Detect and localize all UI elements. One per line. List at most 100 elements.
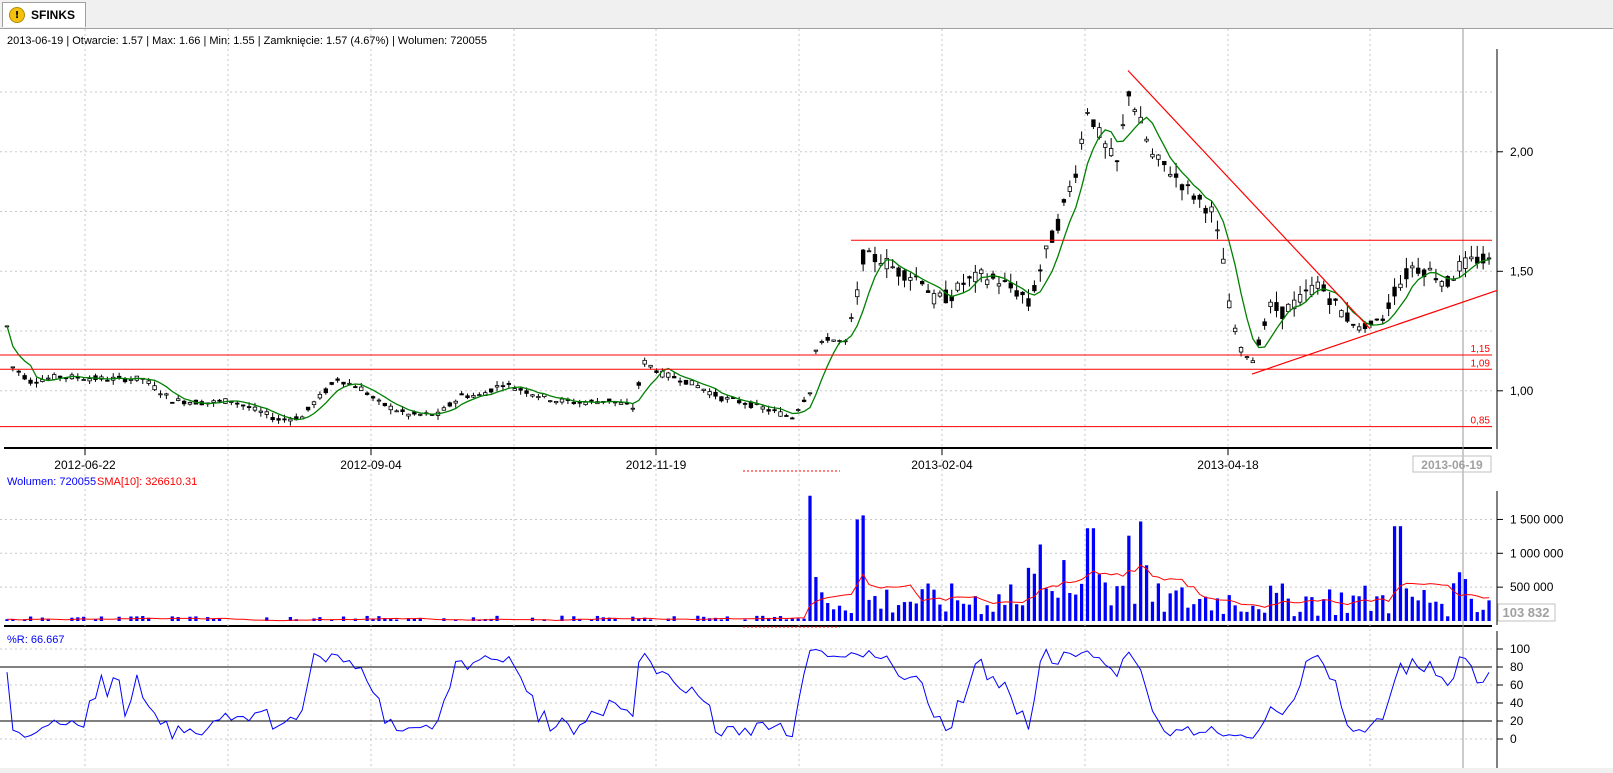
volume-bar (288, 617, 293, 621)
candle-body (707, 391, 712, 396)
candle-body (819, 341, 824, 343)
candle-body (1108, 148, 1114, 157)
volume-bar (5, 619, 9, 621)
volume-bar (1044, 588, 1048, 621)
volume-bar (896, 605, 901, 621)
volume-bar (1339, 592, 1344, 621)
candle-body (447, 402, 452, 407)
candle-body (459, 393, 464, 396)
candle-body (677, 380, 683, 383)
candle-body (1073, 173, 1078, 178)
level-label: 1,15 (1471, 344, 1491, 355)
candle-body (418, 413, 423, 416)
volume-bar (979, 614, 983, 621)
candle-body (1227, 300, 1232, 309)
williams-tick-label: 20 (1510, 714, 1524, 728)
candle-body (837, 340, 842, 342)
candle-body (1067, 186, 1072, 192)
volume-bar (495, 615, 499, 621)
volume-bar (1451, 583, 1456, 621)
candle-body (672, 376, 677, 379)
candle-body (347, 382, 352, 385)
volume-bar (572, 616, 576, 621)
candle-body (1262, 321, 1267, 326)
stock-chart[interactable]: 2013-06-19 | Otwarcie: 1.57 | Max: 1.66 … (0, 29, 1613, 768)
volume-bar (1180, 587, 1184, 621)
volume-bar (1304, 596, 1308, 621)
volume-bar (1487, 600, 1491, 621)
candle-body (1126, 91, 1132, 97)
volume-bar (1003, 604, 1007, 621)
volume-bar (1133, 603, 1137, 621)
candle-body (1380, 318, 1385, 321)
williams-tick-label: 80 (1510, 660, 1524, 674)
candle-body (931, 293, 937, 305)
volume-bar (1274, 592, 1279, 621)
volume-bar (784, 619, 789, 621)
volume-bar (1026, 567, 1031, 621)
volume-bar (1322, 599, 1326, 621)
candle-body (465, 395, 470, 399)
tab-sfinks[interactable]: ! SFINKS (2, 2, 87, 27)
x-cursor-box (1412, 455, 1492, 473)
candle-body (866, 250, 872, 253)
volume-bar (920, 589, 924, 621)
volume-bar (1127, 535, 1131, 621)
warning-icon: ! (9, 7, 25, 23)
volume-tick-label: 1 000 000 (1510, 546, 1564, 560)
volume-bar (885, 589, 889, 621)
volume-bar (147, 617, 151, 621)
candle-body (1333, 298, 1338, 301)
volume-bar (843, 610, 848, 621)
volume-bar (1434, 601, 1438, 621)
candle-body (246, 406, 252, 408)
volume-bar (1381, 595, 1385, 621)
candle-body (87, 378, 92, 382)
candle-body (335, 378, 340, 381)
volume-bar (330, 619, 334, 621)
candle-body (488, 388, 494, 393)
volume-bar (471, 617, 476, 621)
volume-bar (802, 618, 806, 621)
candle-body (1244, 356, 1250, 359)
candle-body (849, 317, 854, 320)
candle-body (518, 388, 523, 391)
candle-body (642, 359, 647, 365)
candle-body (589, 399, 594, 402)
volume-bar (648, 619, 653, 621)
moving-average-line (6, 116, 1490, 421)
volume-bar (1239, 611, 1243, 621)
volume-bar (371, 618, 375, 621)
chart-area[interactable]: 2013-06-19 | Otwarcie: 1.57 | Max: 1.66 … (0, 29, 1613, 768)
volume-bar (1198, 598, 1202, 621)
candle-body (1280, 306, 1285, 320)
volume-bar (637, 618, 641, 621)
candle-body (1197, 194, 1202, 200)
candle-body (807, 392, 813, 395)
volume-bar (873, 596, 877, 621)
williams-tick-label: 60 (1510, 678, 1524, 692)
volume-bar (1068, 593, 1072, 621)
volume-bar (607, 617, 611, 621)
candle-body (772, 409, 777, 412)
candle-body (943, 289, 948, 304)
volume-bar (1422, 589, 1426, 621)
volume-bar (93, 619, 98, 621)
y-tick-label: 2,00 (1510, 145, 1534, 159)
candle-body (341, 381, 346, 385)
candle-body (559, 398, 565, 403)
volume-bar (938, 604, 942, 621)
candle-body (790, 417, 795, 420)
volume-bar (595, 615, 600, 621)
candle-body (1032, 285, 1037, 292)
volume-bar (1363, 585, 1367, 621)
candle-body (648, 364, 653, 368)
candle-body (1374, 318, 1380, 321)
volume-bar (1168, 593, 1172, 621)
volume-bar (1446, 616, 1450, 621)
volume-sma-legend: SMA[10]: 326610.31 (97, 476, 197, 488)
volume-tick-label: 1 500 000 (1510, 512, 1564, 526)
candle-body (973, 271, 978, 283)
candle-body (1144, 138, 1149, 142)
candle-body (1044, 245, 1049, 250)
